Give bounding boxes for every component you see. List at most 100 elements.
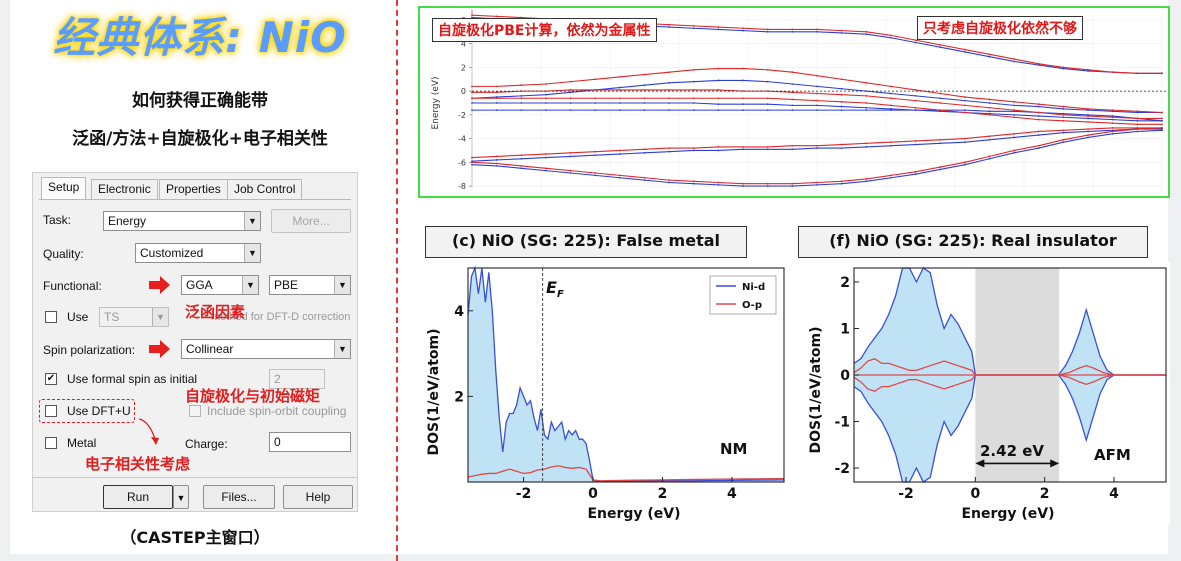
quality-select[interactable]: Customized ▼ [135, 243, 261, 263]
help-button[interactable]: Help [283, 485, 353, 509]
band-point [717, 146, 720, 148]
band-point [668, 179, 671, 182]
band-point [939, 97, 942, 100]
band-point [766, 90, 769, 93]
use-dftd-checkbox[interactable] [45, 311, 57, 323]
band-point [791, 83, 794, 85]
band-point [1087, 130, 1089, 133]
formal-spin-checkbox[interactable]: ✔ [45, 373, 57, 385]
band-point [963, 137, 966, 140]
dftd-method-select[interactable]: TS ▼ [99, 307, 169, 327]
band-point [791, 91, 794, 94]
functional-variant-select[interactable]: PBE ▼ [269, 275, 351, 295]
band-point [594, 102, 597, 104]
band-point [1111, 118, 1114, 121]
annotation-spin: 自旋极化与初始磁矩 [185, 387, 321, 405]
band-point [1013, 60, 1016, 63]
band-point [766, 185, 769, 187]
band-point [939, 168, 942, 171]
band-point [594, 174, 597, 177]
band-point [717, 149, 720, 152]
tab-properties[interactable]: Properties [159, 179, 228, 199]
band-point [988, 155, 991, 158]
band-point [816, 147, 818, 149]
band-ytick-label: 4 [461, 40, 466, 49]
band-point [1062, 105, 1065, 108]
band-point [1037, 134, 1040, 136]
slide-title: 经典体系: NiO [53, 13, 347, 62]
band-point [717, 183, 720, 186]
band-point [668, 89, 671, 91]
band-point [742, 29, 744, 32]
dftu-checkbox[interactable] [45, 405, 57, 417]
band-point [618, 109, 621, 112]
charge-input[interactable]: 0 [269, 432, 351, 452]
band-point [1037, 105, 1040, 108]
functional-select[interactable]: GGA ▼ [181, 275, 259, 295]
band-point [1161, 111, 1163, 114]
band-point [988, 135, 991, 138]
band-point [840, 100, 843, 103]
band-point [1161, 123, 1163, 126]
band-point [668, 71, 671, 74]
band-point [594, 154, 597, 157]
xtick-label: 2 [658, 486, 668, 502]
band-point [742, 148, 744, 151]
ytick-label: 2 [454, 389, 464, 405]
band-point [1062, 129, 1065, 132]
band-point [816, 109, 818, 112]
band-point [569, 97, 572, 100]
dos-f-ylabel: DOS(1/eV/atom) [808, 326, 824, 453]
band-point [890, 36, 892, 39]
dos-c-tag: NM [720, 440, 747, 458]
band-point [520, 84, 523, 87]
slide: 经典体系: NiO 如何获得正确能带 泛函/方法+自旋极化+电子相关性 Setu… [10, 0, 1170, 561]
band-point [618, 86, 621, 89]
band-point [618, 149, 621, 152]
metal-checkbox[interactable] [45, 437, 57, 449]
spin-polarization-select[interactable]: Collinear ▼ [181, 339, 351, 359]
band-point [594, 97, 597, 100]
band-point [643, 179, 646, 182]
formal-spin-value: 2 [274, 372, 281, 386]
band-point [1013, 104, 1016, 107]
task-select[interactable]: Energy ▼ [103, 211, 261, 231]
dos-c-header: (c) NiO (SG: 225): False metal [425, 226, 747, 258]
band-point [1013, 116, 1016, 119]
band-point [914, 94, 917, 97]
run-button[interactable]: Run [103, 485, 173, 509]
formal-spin-spinner[interactable]: 2 [269, 369, 325, 389]
band-point [520, 102, 523, 104]
functional-variant-value: PBE [274, 278, 299, 292]
run-menu-button[interactable]: ▼ [173, 485, 189, 509]
band-point [1062, 138, 1065, 141]
spin-polarization-label: Spin polarization: [43, 343, 136, 357]
xtick-label: -2 [516, 486, 532, 502]
band-point [890, 176, 892, 179]
tab-job-control[interactable]: Job Control [227, 179, 303, 199]
band-point [766, 182, 769, 185]
band-point [1136, 123, 1139, 126]
xtick-label: 0 [970, 486, 980, 502]
tab-electronic[interactable]: Electronic [91, 179, 158, 199]
files-button[interactable]: Files... [203, 485, 275, 509]
more-button[interactable]: More... [271, 209, 351, 233]
band-point [914, 170, 917, 173]
band-point [988, 53, 991, 56]
band-point [471, 14, 473, 17]
soc-checkbox[interactable] [189, 405, 201, 417]
functional-label: Functional: [43, 279, 102, 293]
band-point [545, 167, 547, 170]
band-point [988, 102, 991, 104]
band-point [618, 176, 621, 179]
metal-label: Metal [67, 436, 97, 450]
band-point [939, 138, 942, 141]
band-point [742, 90, 744, 93]
band-point [791, 98, 794, 101]
band-point [495, 162, 498, 165]
tab-setup[interactable]: Setup [41, 177, 87, 200]
legend-o-p: O-p [742, 300, 762, 311]
band-point [963, 96, 966, 98]
band-point [963, 99, 966, 102]
band-point [890, 141, 892, 144]
